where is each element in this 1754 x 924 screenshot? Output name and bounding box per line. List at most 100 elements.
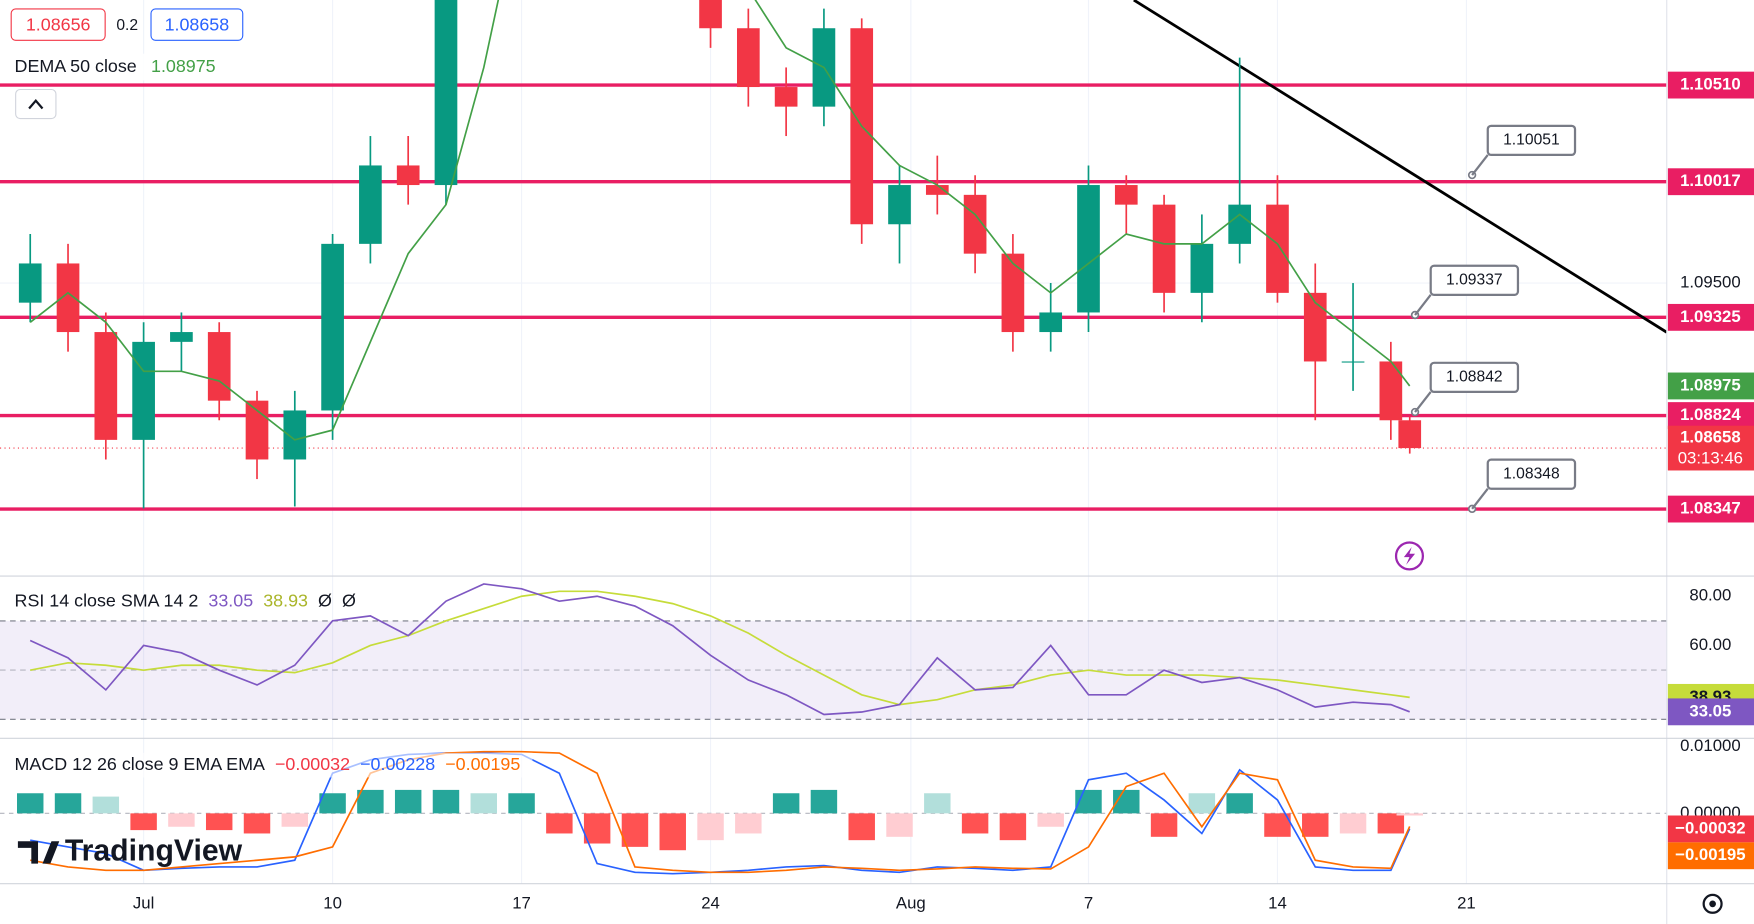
callout-pointer [1471,488,1489,510]
spread: 0.2 [116,17,138,34]
macd-histogram-bar [1264,813,1291,837]
level-label-bg [1667,303,1754,331]
macd-histogram-bar [1302,813,1329,837]
macd-histogram-bar [659,813,686,851]
macd-signal-axis-label: −0.00195 [1675,845,1745,864]
candle-body [1341,361,1365,363]
macd-histogram-bar [394,789,422,814]
macd-tick-label: 0.01000 [1680,736,1741,755]
macd-hist-legend: −0.00032 [275,754,350,774]
ask-box[interactable] [150,8,244,41]
macd-histogram-bar [697,813,724,841]
candle-body [699,0,722,29]
candle-body [1001,253,1025,333]
candle-body [94,332,118,440]
candle-body [1077,185,1100,313]
macd-histogram-bar [432,789,460,814]
macd-line [30,752,1411,875]
countdown: 03:13:46 [1678,449,1743,468]
candle-body [396,165,420,186]
x-tick-label: 10 [323,893,342,912]
candle-body [1266,204,1289,293]
level-label: 1.08824 [1680,405,1741,424]
macd-signal-legend: −0.00195 [445,754,520,774]
macd-histogram-bar [205,813,233,831]
candle-body [774,87,798,107]
rsi-flag: Ø [342,591,356,611]
candle-body [1398,420,1422,449]
callout-pointer [1414,391,1432,413]
macd-histogram-bar [92,796,120,814]
candle-body [434,0,458,186]
x-tick-label: 24 [701,893,720,912]
callout-pointer [1471,154,1489,176]
candle-body [283,410,307,460]
candle-body [18,263,42,303]
candle-body [321,243,344,411]
callout-label: 1.08842 [1446,368,1503,385]
x-tick-label: Aug [896,893,926,912]
level-label-bg [1667,402,1754,429]
rsi-band [0,620,1667,720]
macd-histogram-bar [319,793,346,814]
candle-body [132,341,155,440]
macd-histogram-bar [281,813,309,827]
logo-text: TradingView [65,834,243,867]
settings-icon[interactable] [1702,893,1723,914]
callout-pointer [1414,294,1432,316]
macd-histogram-bar [848,813,875,841]
macd-histogram-bar [168,813,195,827]
candle-body [1152,204,1176,293]
macd-histogram-bar [1339,813,1367,834]
macd-histogram-bar [17,793,44,814]
rsi-legend-value: 33.05 [208,591,253,611]
macd-histogram-bar [886,813,913,837]
macd-signal-axis-label-bg [1667,842,1754,870]
level-label: 1.08347 [1680,498,1741,517]
macd-histogram-bar [621,813,649,847]
dema-legend: DEMA 50 close [15,56,137,76]
macd-histogram-bar [772,793,800,814]
macd-histogram-bar [546,813,573,834]
bid-price: 1.08656 [26,14,91,34]
layer: Jul 10 17 24 Aug 7 14 21 1.09500 1.10510 1.10017 1.… [6,71,1754,912]
callout-box [1429,264,1520,296]
candle-body [1190,243,1214,293]
macd-histogram-bar [810,789,838,814]
level-label: 1.10510 [1680,75,1741,94]
candle-body [925,185,949,195]
macd-histogram-bar [583,813,611,844]
rsi-line [29,583,1410,716]
macd-histogram-bar [1150,813,1178,837]
candle-body [888,185,911,225]
candle-body [1228,204,1252,244]
rsi-sma-line [30,590,1410,706]
x-tick-label: 21 [1457,893,1476,912]
dema-axis-label-bg [1667,372,1754,400]
ask-price: 1.08658 [165,14,230,34]
collapse-button[interactable] [15,88,57,120]
candle-body [1039,312,1063,333]
macd-histogram-bar [130,813,157,831]
x-tick-label: 17 [512,893,531,912]
rsi-axis-label-bg [1667,698,1754,726]
callout-label: 1.10051 [1503,132,1560,149]
last-price-bg [1667,425,1754,471]
candle-body [207,332,231,401]
macd-histogram-bar [54,793,82,814]
level-label: 1.09325 [1680,307,1741,326]
macd-histogram-bar [1377,813,1405,834]
bid-box[interactable] [10,8,106,41]
x-tick-label: 7 [1084,893,1093,912]
macd-histogram-bar [1037,813,1064,827]
y-tick-label: 1.09500 [1680,272,1741,291]
level-label: 1.10017 [1680,171,1741,190]
legend-bg [6,53,226,81]
macd-histogram-bar [1188,793,1216,814]
x-tick-label: Jul [133,893,154,912]
collapse-icon [28,98,44,110]
rsi-sma-legend-value: 38.93 [263,591,308,611]
signal-line [30,750,1411,874]
